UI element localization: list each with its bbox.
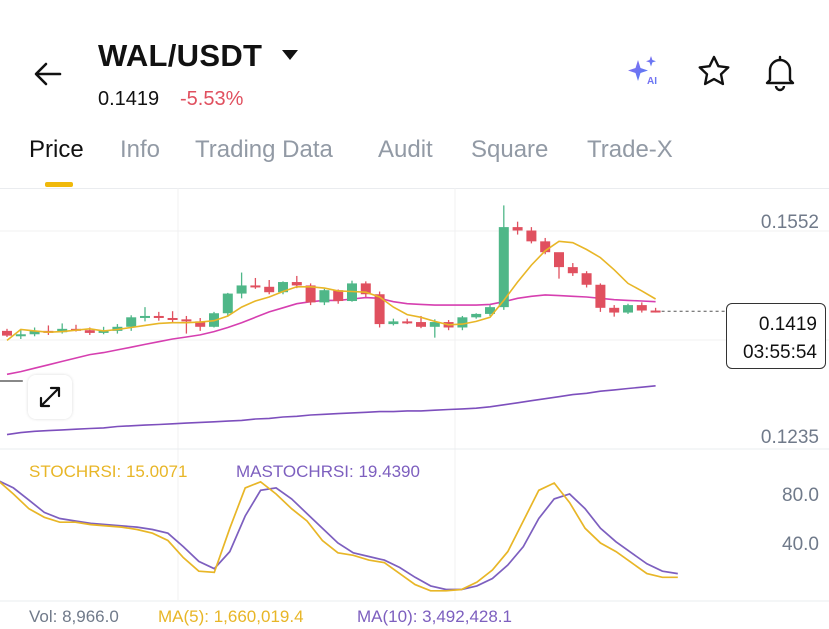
candle (319, 290, 330, 303)
candle (140, 315, 150, 318)
tab-bar: Price Info Trading Data Audit Square Tra… (0, 132, 829, 189)
candle (623, 305, 633, 313)
candle (457, 317, 468, 328)
candle (636, 305, 647, 311)
candle (126, 317, 137, 327)
mastochrsi-line (0, 480, 678, 591)
candle (236, 285, 247, 294)
candle (609, 307, 620, 313)
candle (167, 317, 178, 320)
expand-button[interactable] (28, 375, 72, 419)
candle (554, 252, 564, 268)
tab-info[interactable]: Info (120, 136, 161, 163)
candle (526, 230, 537, 242)
candle (84, 330, 95, 333)
candle (181, 319, 192, 322)
mastochrsi-legend: MASTOCHRSI: 19.4390 (236, 462, 420, 481)
tab-square[interactable]: Square (471, 136, 549, 163)
tab-price[interactable]: Price (29, 136, 84, 163)
candle (278, 282, 288, 293)
ai-sparkle-icon[interactable]: AI (626, 52, 666, 92)
price-axis-tick: 0.1552 (761, 212, 819, 233)
candle (498, 227, 509, 308)
candle (429, 322, 440, 327)
tab-trade-x[interactable]: Trade-X (587, 136, 673, 163)
pair-title[interactable]: WAL/USDT (98, 38, 263, 73)
candle (222, 293, 233, 314)
candle (29, 330, 40, 335)
last-price-marker-value: 0.1419 (758, 314, 817, 335)
candle (471, 313, 482, 318)
last-price-marker: 0.1419 03:55:54 (726, 303, 826, 369)
candle (98, 330, 109, 333)
stochrsi-line (0, 480, 678, 592)
candle (650, 310, 661, 313)
candle (512, 227, 523, 231)
candle (567, 267, 578, 274)
candle (15, 334, 26, 337)
ma-fast-line (6, 240, 657, 342)
candle (595, 284, 606, 308)
active-tab-indicator (45, 182, 73, 187)
change-percent: -5.53% (180, 88, 244, 110)
candle (416, 322, 426, 327)
tab-trading-data[interactable]: Trading Data (195, 136, 333, 163)
candle (388, 321, 399, 325)
candle (581, 273, 592, 285)
bell-icon[interactable] (760, 52, 800, 92)
candle (333, 290, 344, 302)
candle (264, 286, 275, 293)
candle (402, 321, 413, 324)
indicator-axis-tick: 40.0 (782, 534, 819, 555)
price-axis-tick: 0.1235 (761, 427, 819, 448)
tab-audit[interactable]: Audit (378, 136, 433, 163)
candle (2, 330, 12, 336)
volume-ma10-legend: MA(10): 3,492,428.1 (357, 607, 512, 626)
last-price: 0.1419 (98, 88, 160, 110)
candle (250, 285, 261, 288)
candle (153, 315, 164, 318)
volume-legend: Vol: 8,966.0 (29, 607, 119, 626)
candle (57, 328, 68, 333)
caret-down-icon[interactable] (282, 50, 298, 60)
stochrsi-legend: STOCHRSI: 15.0071 (29, 462, 188, 481)
expand-icon (39, 386, 61, 408)
header: WAL/USDT 0.1419 -5.53% AI (0, 0, 829, 120)
ma-mid-line (6, 294, 656, 376)
indicator-axis-tick: 80.0 (782, 485, 819, 506)
candle (540, 241, 551, 253)
candle (291, 282, 302, 286)
ma-slow-line (6, 385, 656, 436)
back-arrow-icon[interactable] (30, 56, 66, 92)
candle (305, 285, 316, 303)
candle (485, 307, 495, 314)
candle (360, 283, 371, 295)
star-icon[interactable] (694, 52, 734, 92)
candle (374, 294, 385, 325)
candle-countdown: 03:55:54 (743, 342, 817, 363)
svg-text:AI: AI (647, 76, 657, 87)
volume-ma5-legend: MA(5): 1,660,019.4 (158, 607, 304, 626)
candle (195, 321, 206, 327)
